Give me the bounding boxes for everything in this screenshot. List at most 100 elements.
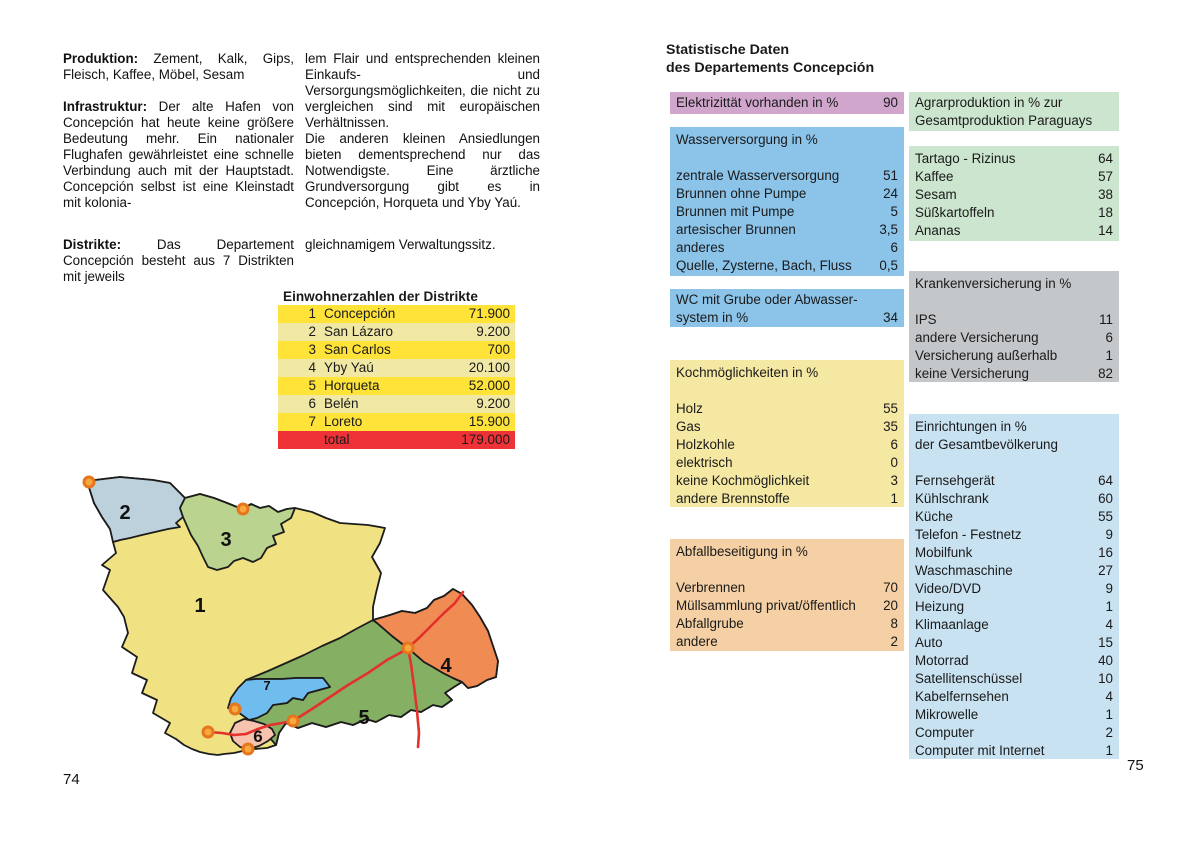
district-number: 1 <box>308 306 316 321</box>
stat-label: Heizung <box>915 599 965 614</box>
table-row: 4 Yby Yaú 20.100 <box>278 359 515 377</box>
stat-label: zentrale Wasserversorgung <box>676 168 840 183</box>
stat-value: 9 <box>1105 527 1113 542</box>
stat-value: 2 <box>1105 725 1113 740</box>
stat-value: 38 <box>1098 187 1113 202</box>
stat-value: 6 <box>890 240 898 255</box>
insurance-box: Krankenversicherung in % IPS 11 andere Ve… <box>909 271 1119 382</box>
stat-label: Computer <box>915 725 974 740</box>
stat-row: Video/DVD 9 <box>915 580 1113 598</box>
paragraph-distrikte: Distrikte: Das Departement Concepción be… <box>63 237 294 285</box>
stat-value: 60 <box>1098 491 1113 506</box>
table-row: 5 Horqueta 52.000 <box>278 377 515 395</box>
stat-label: andere <box>676 634 718 649</box>
stat-value: 55 <box>1098 509 1113 524</box>
district-label-2: 2 <box>119 502 130 524</box>
stat-value: 27 <box>1098 563 1113 578</box>
town-marker-core <box>231 705 239 713</box>
box-header: Wasserversorgung in % <box>676 131 898 149</box>
stat-value: 70 <box>883 580 898 595</box>
stat-value: 11 <box>1099 312 1113 327</box>
stat-value: 1 <box>1105 743 1113 758</box>
stat-row: Kaffee 57 <box>915 168 1113 186</box>
district-label-1: 1 <box>194 595 205 617</box>
stat-label: Küche <box>915 509 953 524</box>
district-population: 9.200 <box>476 324 510 339</box>
district-population: 52.000 <box>468 378 510 393</box>
stat-value: 57 <box>1098 169 1113 184</box>
stat-label: Verbrennen <box>676 580 746 595</box>
stat-label: Brunnen mit Pumpe <box>676 204 795 219</box>
stat-label: Mikrowelle <box>915 707 979 722</box>
stat-value: 3 <box>890 473 898 488</box>
district-name: San Lázaro <box>324 324 394 339</box>
spacer <box>676 149 898 167</box>
spacer <box>915 454 1113 472</box>
district-name: Concepción <box>324 306 396 321</box>
paragraph-lead: Distrikte: <box>63 237 122 252</box>
stat-row: anderes 6 <box>676 239 898 257</box>
box-header: Gesamtproduktion Paraguays <box>915 112 1113 130</box>
wc-box: WC mit Grube oder Abwasser- system in % 3… <box>670 289 904 327</box>
page-number-right: 75 <box>1127 757 1144 774</box>
town-marker <box>401 641 415 655</box>
stat-row: Computer mit Internet 1 <box>915 742 1113 760</box>
paragraph-verwaltungssitz: gleichnamigem Verwaltungssitz. <box>305 237 496 252</box>
stat-label: Telefon - Festnetz <box>915 527 1022 542</box>
paragraph-text: Der alte Hafen von Concepción hat heute … <box>63 99 294 210</box>
stat-label: Auto <box>915 635 943 650</box>
road-line-main <box>206 590 465 737</box>
table-row: 2 San Lázaro 9.200 <box>278 323 515 341</box>
stat-row: Abfallgrube 8 <box>676 615 898 633</box>
box-header-line2: der Gesamtbevölkerung <box>915 437 1058 452</box>
stat-value: 5 <box>890 204 898 219</box>
box-header: Einrichtungen in % <box>915 418 1113 436</box>
district-population: 71.900 <box>468 306 510 321</box>
town-marker-core <box>239 505 247 513</box>
stat-row: Heizung 1 <box>915 598 1113 616</box>
town-marker <box>228 702 242 716</box>
stat-row: Klimaanlage 4 <box>915 616 1113 634</box>
district-label-7: 7 <box>263 678 270 693</box>
district-population-table: 1 Concepción 71.900 2 San Lázaro 9.200 3… <box>278 305 515 449</box>
district-population: 700 <box>487 342 510 357</box>
stat-row: Süßkartoffeln 18 <box>915 204 1113 222</box>
stat-label: Kabelfernsehen <box>915 689 1009 704</box>
box-header-line1: Agrarproduktion in % zur <box>915 95 1063 110</box>
box-header: WC mit Grube oder Abwasser- <box>676 291 898 309</box>
paragraph-ansiedlungen: Die anderen kleinen Ansiedlungen bieten … <box>305 131 540 210</box>
stat-row: artesischer Brunnen 3,5 <box>676 221 898 239</box>
district-table-title: Einwohnerzahlen der Distrikte <box>283 289 478 304</box>
district-name: Yby Yaú <box>324 360 374 375</box>
stat-value: 9 <box>1105 581 1113 596</box>
cooking-box: Kochmöglichkeiten in % Holz 55 Gas 35 Holz… <box>670 360 904 507</box>
table-total-row: total 179.000 <box>278 431 515 449</box>
stat-value: 10 <box>1098 671 1113 686</box>
stat-row: Küche 55 <box>915 508 1113 526</box>
stat-row: Computer 2 <box>915 724 1113 742</box>
stat-value: 0,5 <box>879 258 898 273</box>
stat-row: Waschmaschine 27 <box>915 562 1113 580</box>
stat-label: Waschmaschine <box>915 563 1013 578</box>
stat-label: IPS <box>915 312 937 327</box>
stat-row: Satellitenschüssel 10 <box>915 670 1113 688</box>
town-marker-core <box>244 745 252 753</box>
stat-label: andere Brennstoffe <box>676 491 790 506</box>
stat-label: anderes <box>676 240 725 255</box>
stat-value: 2 <box>890 634 898 649</box>
stat-label: Kaffee <box>915 169 954 184</box>
stat-label: elektrisch <box>676 455 733 470</box>
stat-value: 6 <box>1105 330 1113 345</box>
town-marker-core <box>289 717 297 725</box>
stats-title: Statistische Daten des Departements Conc… <box>666 41 874 77</box>
stat-value: 8 <box>890 616 898 631</box>
stat-row: Elektrizittät vorhanden in % 90 <box>676 94 898 112</box>
intro-text-column-2: lem Flair und entsprechenden kleinen Ein… <box>305 51 540 253</box>
paragraph-lead: Produktion: <box>63 51 139 66</box>
stat-value: 20 <box>883 598 898 613</box>
stat-label: Brunnen ohne Pumpe <box>676 186 807 201</box>
page-number-left: 74 <box>63 771 80 788</box>
stat-value: 35 <box>883 419 898 434</box>
stat-value: 16 <box>1098 545 1113 560</box>
stat-label: keine Versicherung <box>915 366 1029 381</box>
